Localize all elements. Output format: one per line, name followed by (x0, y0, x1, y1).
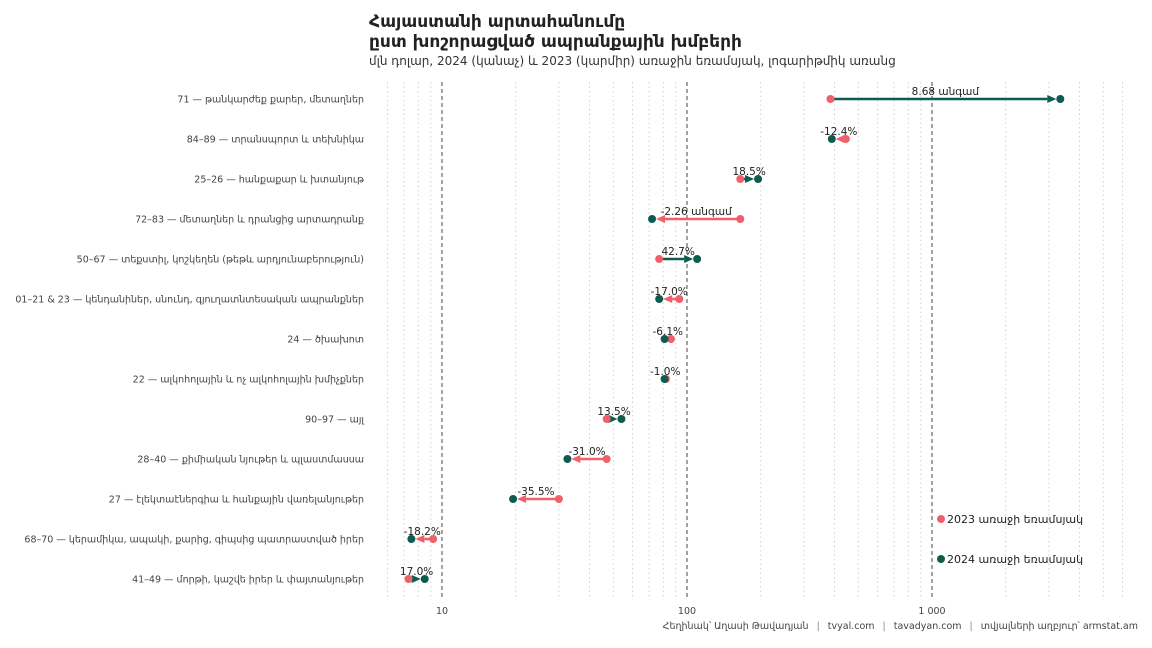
category-label: 25–26 — հանքաքար և խտանյութ (194, 175, 365, 186)
point-2023 (429, 535, 438, 543)
category-labels: 71 — թանկարժեք քարեր, մետաղներ 84–89 — տր… (15, 95, 365, 586)
chart-title-line2: ըստ խոշորացված ապրանքային խմբերի (369, 32, 742, 52)
marks-layer (404, 95, 1065, 583)
point-2024 (754, 175, 763, 183)
point-2024 (420, 575, 429, 583)
point-2023 (602, 415, 611, 423)
change-label: 18.5% (732, 166, 765, 178)
point-2024 (660, 375, 669, 383)
caption-source: տվյալների աղբյուր՝ armstat.am (980, 621, 1138, 632)
change-label: 8.68 անգամ (912, 86, 980, 98)
point-2024 (617, 415, 626, 423)
arrow-head (835, 135, 845, 143)
caption-site2: tavadyan.com (893, 621, 962, 632)
category-label: 84–89 — տրանսպորտ և տեխնիկա (187, 135, 364, 146)
change-label: 42.7% (661, 246, 694, 258)
caption-author: Հեղինակ՝ Աղասի Թավադյան (662, 621, 809, 632)
x-axis-ticks: 10 100 1 000 (436, 606, 946, 617)
category-label: 41–49 — մորթի, կաշվե իրեր և փայտանյութեր (132, 575, 364, 586)
legend-2024-label: 2024 առաջի եռամսյակ (947, 553, 1083, 566)
arrow-head (415, 535, 425, 543)
category-label: 24 — ծխախոտ (287, 335, 364, 346)
category-label: 68–70 — կերամիկա, ապակի, քարից, գիպսից պ… (24, 535, 364, 546)
change-label: -31.0% (568, 446, 605, 458)
category-label: 28–40 — քիմիական նյութեր և պլաստմասսա (137, 455, 364, 466)
category-label: 72–83 — մետաղներ և դրանցից արտադրանք (135, 215, 364, 226)
arrow-head (571, 455, 581, 463)
legend: 2023 առաջի եռամսյակ 2024 առաջի եռամսյակ (937, 513, 1083, 566)
change-label: -2.26 անգամ (661, 206, 733, 218)
point-2024 (407, 535, 416, 543)
change-label: 13.5% (597, 406, 630, 418)
point-2023 (736, 175, 745, 183)
grid-layer (387, 82, 1124, 600)
point-2023 (655, 255, 664, 263)
point-2024 (1056, 95, 1065, 103)
legend-2023-label: 2023 առաջի եռամսյակ (947, 513, 1083, 526)
x-tick-label: 1 000 (918, 606, 945, 617)
point-2024 (655, 295, 664, 303)
point-2023 (675, 295, 684, 303)
change-label: -1.0% (650, 366, 680, 378)
category-label: 27 — էլեկտաէներգիա և հանքային վառելանյու… (109, 495, 364, 506)
point-2023 (736, 215, 745, 223)
arrow-head (608, 415, 618, 423)
change-label: -17.0% (651, 286, 688, 298)
point-2023 (554, 495, 563, 503)
caption-site1: tvyal.com (827, 621, 875, 632)
chart-subtitle: մլն դոլար, 2024 (կանաչ) և 2023 (կարմիր) … (369, 54, 896, 68)
category-label: 71 — թանկարժեք քարեր, մետաղներ (177, 95, 364, 106)
change-label: 17.0% (400, 566, 433, 578)
category-label: 01–21 & 23 — կենդանիներ, սնունդ, գյուղատ… (15, 295, 364, 306)
x-tick-label: 10 (436, 606, 448, 617)
change-label: -12.4% (820, 126, 857, 138)
arrow-head (517, 495, 527, 503)
point-2024 (660, 335, 669, 343)
point-2023 (666, 335, 675, 343)
point-2024 (827, 135, 836, 143)
point-2024 (693, 255, 702, 263)
category-label: 50–67 — տեքստիլ, կոշկեղեն (թեթև արդյունա… (77, 255, 364, 266)
point-2024 (509, 495, 518, 503)
point-2023 (404, 575, 413, 583)
chart-title-line1: Հայաստանի արտահանումը (369, 12, 626, 32)
point-2023 (841, 135, 850, 143)
legend-2024-marker (937, 555, 945, 563)
caption: Հեղինակ՝ Աղասի Թավադյան | tvyal.com | tavady… (662, 621, 1138, 632)
arrow-head (663, 295, 673, 303)
point-2023 (602, 455, 611, 463)
point-2024 (648, 215, 657, 223)
legend-2023-marker (937, 515, 945, 523)
arrow-head (745, 175, 755, 183)
category-label: 90–97 — այլ (305, 415, 364, 426)
category-label: 22 — ալկոհոլային և ոչ ալկոհոլային խմիչքն… (133, 375, 364, 386)
arrow-head (1047, 95, 1057, 103)
x-tick-label: 100 (678, 606, 696, 617)
change-label: -35.5% (517, 486, 554, 498)
change-label: -6.1% (653, 326, 683, 338)
value-labels: 8.68 անգամ -12.4% 18.5% -2.26 անգամ 42.7% -17… (400, 86, 979, 578)
arrow-head (656, 215, 666, 223)
point-2024 (563, 455, 572, 463)
change-label: -18.2% (404, 526, 441, 538)
arrow-head (684, 255, 694, 263)
point-2023 (826, 95, 835, 103)
arrow-head (411, 575, 421, 583)
